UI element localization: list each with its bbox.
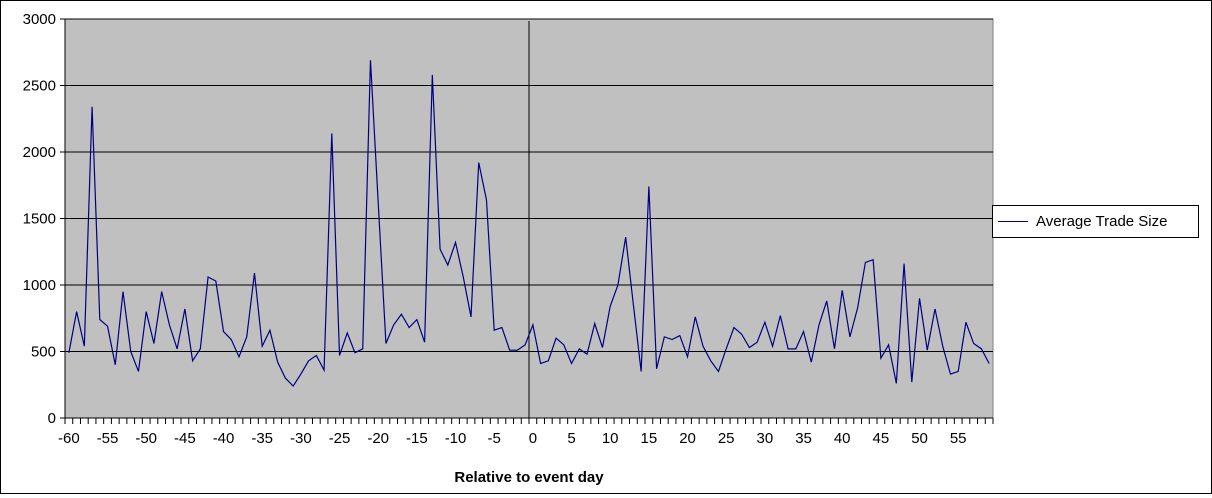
series-line bbox=[68, 60, 990, 388]
x-tick-label: -15 bbox=[406, 430, 428, 447]
x-tick-label: -20 bbox=[367, 430, 389, 447]
x-tick-label: 30 bbox=[757, 430, 774, 447]
x-tick-label: -50 bbox=[135, 430, 157, 447]
x-tick-label: 55 bbox=[950, 430, 967, 447]
legend-swatch bbox=[998, 221, 1028, 222]
x-tick-label: -35 bbox=[251, 430, 273, 447]
x-tick-label: 15 bbox=[641, 430, 658, 447]
x-tick-label: 5 bbox=[567, 430, 575, 447]
x-tick-label: -40 bbox=[213, 430, 235, 447]
y-tick-label: 1500 bbox=[23, 211, 56, 228]
series-layer bbox=[68, 60, 990, 388]
x-tick-label: 40 bbox=[834, 430, 851, 447]
y-tick-labels: 0 500 1000 1500 2000 2500 3000 bbox=[23, 11, 56, 427]
y-tick-label: 3000 bbox=[23, 11, 56, 28]
x-tick-label: 50 bbox=[911, 430, 928, 447]
x-tick-label: -45 bbox=[174, 430, 196, 447]
x-tick-label: -25 bbox=[329, 430, 351, 447]
x-tick-label: 45 bbox=[873, 430, 890, 447]
x-tick-label: 25 bbox=[718, 430, 735, 447]
x-tick-label: -5 bbox=[488, 430, 501, 447]
y-tick-label: 1000 bbox=[23, 277, 56, 294]
y-tick-label: 2000 bbox=[23, 144, 56, 161]
y-tick-label: 500 bbox=[31, 344, 56, 361]
axes bbox=[60, 18, 994, 424]
x-axis-title: Relative to event day bbox=[454, 469, 604, 486]
legend: Average Trade Size bbox=[992, 205, 1199, 238]
x-tick-label: -60 bbox=[58, 430, 80, 447]
y-tick-label: 0 bbox=[48, 410, 56, 427]
x-tick-label: 0 bbox=[529, 430, 537, 447]
x-tick-label: 10 bbox=[602, 430, 619, 447]
x-tick-label: -55 bbox=[97, 430, 119, 447]
legend-label: Average Trade Size bbox=[1036, 213, 1168, 230]
x-tick-labels: -60 -55 -50 -45 -40 -35 -30 -25 -20 -15 -10 -5 0 5 10 1… bbox=[58, 430, 967, 447]
x-tick-label: -10 bbox=[445, 430, 467, 447]
x-tick-label: 35 bbox=[795, 430, 812, 447]
x-tick-label: 20 bbox=[679, 430, 696, 447]
y-tick-label: 2500 bbox=[23, 78, 56, 95]
x-tick-label: -30 bbox=[290, 430, 312, 447]
